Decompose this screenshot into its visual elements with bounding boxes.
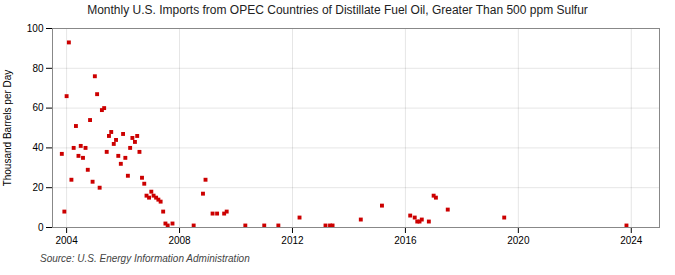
svg-text:2016: 2016 (394, 235, 417, 246)
svg-text:2012: 2012 (281, 235, 304, 246)
html-text:Monthly U.S. Imports from OPEC: Monthly U.S. Imports from OPEC Countries… (87, 3, 588, 17)
svg-text:100: 100 (27, 23, 44, 34)
svg-text:2020: 2020 (507, 235, 530, 246)
svg-text:0: 0 (38, 222, 44, 233)
svg-text:20: 20 (32, 182, 44, 193)
svg-text:40: 40 (32, 142, 44, 153)
svg-text:Thousand Barrels per Day: Thousand Barrels per Day (2, 70, 13, 187)
svg-text:2004: 2004 (55, 235, 78, 246)
svg-text:2024: 2024 (620, 235, 643, 246)
svg-text:80: 80 (32, 63, 44, 74)
html-text:Source: U.S. Energy Informatio: Source: U.S. Energy Information Administ… (40, 253, 250, 264)
svg-text:2008: 2008 (168, 235, 191, 246)
svg-text:60: 60 (32, 102, 44, 113)
